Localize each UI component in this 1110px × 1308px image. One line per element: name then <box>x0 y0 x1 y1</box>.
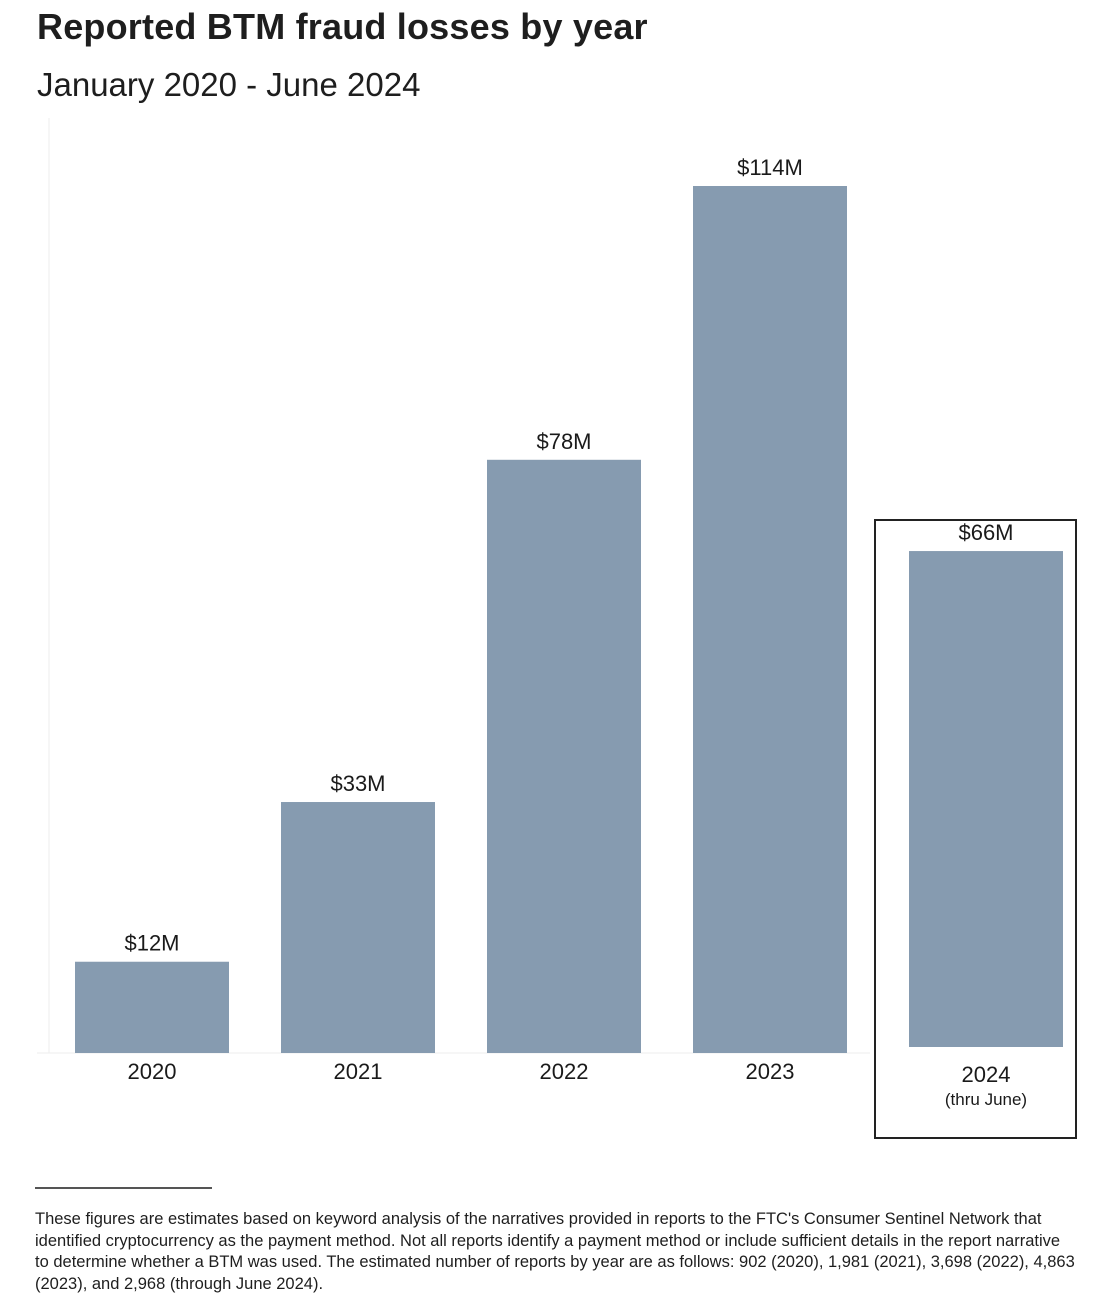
x-tick-label-2020: 2020 <box>128 1059 177 1084</box>
highlight-box <box>874 519 1077 1139</box>
chart-subtitle: January 2020 - June 2024 <box>37 66 421 103</box>
value-label-2022: $78M <box>536 429 591 454</box>
bar-2020 <box>75 961 229 1053</box>
bar-2022 <box>487 459 641 1054</box>
bar-chart: $12M 2020 $33M 2021 $78M 2022 $114M 2023 $66M 202… <box>37 118 1077 1139</box>
value-label-2021: $33M <box>330 771 385 796</box>
x-tick-label-2024: 2024 <box>962 1062 1011 1087</box>
x-tick-sublabel-2024: (thru June) <box>945 1090 1027 1109</box>
value-label-2020: $12M <box>124 931 179 956</box>
x-tick-label-2022: 2022 <box>540 1059 589 1084</box>
value-label-2023: $114M <box>737 155 803 180</box>
footnote-divider <box>35 1187 212 1189</box>
bar-2021 <box>281 802 435 1053</box>
footnote: These figures are estimates based on key… <box>35 1210 1075 1293</box>
chart-title: Reported BTM fraud losses by year <box>37 6 648 47</box>
x-tick-label-2021: 2021 <box>334 1059 383 1084</box>
bar-2024 <box>909 551 1063 1047</box>
bar-2023 <box>693 186 847 1053</box>
value-label-2024: $66M <box>958 520 1013 545</box>
x-tick-label-2023: 2023 <box>746 1059 795 1084</box>
